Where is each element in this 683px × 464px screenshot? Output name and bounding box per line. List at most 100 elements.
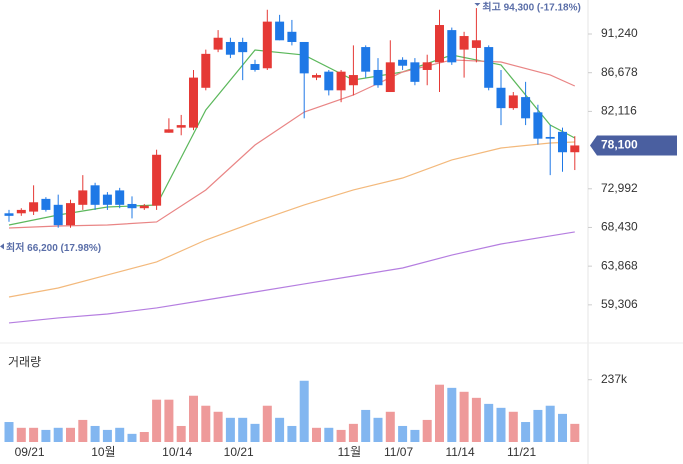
candle-body [570, 145, 580, 153]
candle-body [90, 185, 100, 205]
candle-body [152, 154, 162, 206]
volume-bar [324, 427, 334, 442]
candle-body [127, 203, 137, 209]
y-tick-label: 91,240 [601, 26, 638, 40]
y-tick-label: 72,992 [601, 181, 638, 195]
x-tick-label: 11월 [338, 445, 362, 459]
candle-body [373, 69, 383, 86]
volume-bar [348, 423, 358, 442]
candle-body [558, 131, 567, 153]
volume-bar [496, 407, 506, 442]
candle-body [385, 62, 395, 93]
volume-bar [152, 399, 162, 442]
volume-bar [176, 425, 186, 442]
candle-body [471, 40, 481, 48]
candle-body [435, 25, 444, 63]
volume-bar [435, 384, 444, 442]
candle-body [139, 205, 149, 209]
candle-body [262, 21, 272, 69]
volume-bar [102, 429, 112, 442]
volume-bar [238, 417, 248, 442]
x-tick-label: 10/21 [224, 445, 254, 459]
candle-body [225, 41, 235, 55]
volume-bar [164, 399, 174, 442]
candle-body [422, 62, 432, 70]
candle-body [496, 87, 506, 109]
x-tick-label: 10/14 [162, 445, 192, 459]
volume-bar [558, 413, 567, 442]
y-tick-label: 68,430 [601, 220, 638, 234]
volume-bar [361, 409, 371, 442]
candle-body [238, 41, 248, 53]
volume-bar [139, 432, 149, 442]
candle-body [275, 21, 285, 41]
volume-bar [336, 429, 346, 442]
moving-average-line [8, 141, 575, 298]
volume-bar [78, 419, 88, 442]
volume-bar [422, 419, 432, 442]
candle-body [213, 37, 223, 50]
volume-bar [275, 417, 285, 442]
volume-bar [299, 380, 309, 442]
volume-bar [127, 433, 137, 442]
annotation-marker [0, 243, 4, 250]
x-tick-label: 10월 [91, 445, 115, 459]
last-price-box [590, 135, 677, 156]
x-tick-label: 11/14 [446, 445, 475, 459]
candle-body [250, 64, 260, 70]
annotation-text: 최저 66,200 (17.98%) [6, 241, 101, 254]
y-tick-label: 237k [601, 372, 628, 386]
volume-bar [373, 417, 383, 442]
candle-body [66, 203, 75, 226]
candle-body [484, 47, 494, 88]
candle-body [545, 136, 555, 139]
volume-bar [90, 425, 100, 442]
annotation-marker [474, 3, 481, 7]
volume-title: 거래량 [8, 355, 41, 369]
volume-bar [385, 411, 395, 442]
candle-body [164, 129, 174, 133]
volume-bar [189, 395, 198, 442]
candle-body [324, 71, 334, 91]
candle-body [78, 190, 88, 205]
candle-body [53, 204, 63, 226]
volume-bar [29, 427, 39, 442]
annotation-text: 최고 94,300 (-17.18%) [482, 1, 580, 14]
candle-body [348, 75, 358, 86]
volume-bar [471, 397, 481, 442]
candle-body [508, 95, 518, 109]
candle-body [299, 41, 309, 74]
volume-bar [201, 405, 211, 442]
x-tick-label: 11/07 [384, 445, 413, 459]
volume-bar [250, 423, 260, 442]
candle-body [336, 71, 346, 91]
volume-bar [521, 422, 531, 442]
volume-bar [213, 411, 223, 442]
candle-body [312, 75, 321, 78]
candle-body [361, 47, 371, 72]
volume-bar [66, 427, 75, 442]
candle-body [4, 213, 14, 216]
candle-body [459, 36, 469, 50]
volume-bar [398, 425, 408, 442]
volume-bar [41, 429, 51, 442]
candle-body [398, 59, 408, 66]
volume-bar [484, 403, 494, 442]
y-tick-label: 82,116 [601, 104, 637, 118]
candle-body [189, 77, 198, 128]
volume-bar [312, 427, 321, 442]
candle-body [115, 190, 125, 205]
last-price-label: 78,100 [601, 138, 638, 152]
candle-body [521, 97, 531, 119]
y-tick-label: 59,306 [601, 297, 638, 311]
y-tick-label: 86,678 [601, 65, 638, 79]
candle-body [16, 209, 26, 214]
moving-average-line [8, 231, 575, 324]
volume-bar [16, 427, 26, 442]
volume-bar [53, 427, 63, 442]
y-tick-label: 63,868 [601, 258, 638, 272]
volume-bar [225, 417, 235, 442]
volume-bar [447, 387, 457, 442]
